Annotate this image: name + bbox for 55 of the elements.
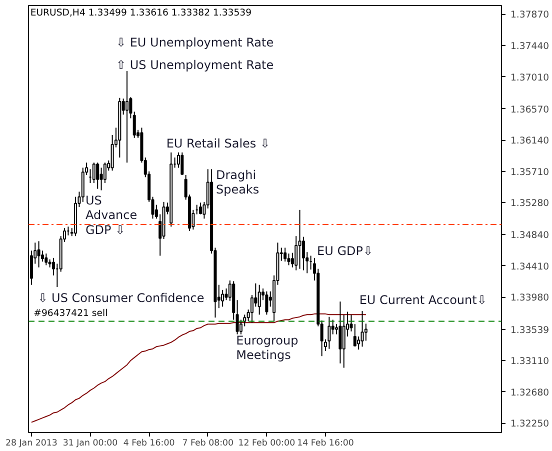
- y-tick-label: 1.37870: [510, 10, 550, 21]
- candlestick: [236, 300, 239, 335]
- annotation: ⇩ EU Unemployment Rate: [116, 36, 274, 50]
- y-tick-label: 1.34840: [510, 230, 550, 242]
- candlestick: [199, 202, 202, 215]
- x-tick-label: 7 Feb 08:00: [182, 438, 234, 448]
- candlestick: [37, 240, 40, 268]
- y-tick-label: 1.33539: [510, 324, 550, 336]
- candlestick: [284, 247, 287, 262]
- y-tick-label: 1.33110: [510, 356, 550, 367]
- candlestick: [328, 316, 331, 350]
- y-tick-label: 1.32680: [510, 387, 550, 398]
- candlestick: [342, 314, 346, 368]
- annotation: US Advance GDP ⇩: [85, 193, 138, 237]
- candlestick: [92, 162, 96, 184]
- candlestick: [224, 288, 228, 301]
- annotation: ⇩ US Consumer Confidence: [38, 290, 204, 305]
- candlestick: [294, 236, 298, 271]
- y-tick-label: 1.32250: [510, 418, 550, 430]
- candlestick: [357, 336, 360, 350]
- candlestick: [360, 310, 364, 348]
- x-tick-label: 14 Feb 16:00: [297, 438, 354, 448]
- y-tick-label: 1.36570: [510, 104, 550, 116]
- x-tick-label: 12 Feb 00:00: [238, 438, 296, 448]
- x-tick-label: 28 Jan 2013: [5, 438, 58, 448]
- candlestick: [126, 70, 129, 164]
- candlestick: [265, 290, 268, 316]
- candlestick: [221, 289, 224, 308]
- x-tick-label: 4 Feb 16:00: [123, 438, 175, 448]
- ref-line-label: #96437421 sell: [34, 308, 108, 320]
- candlestick: [180, 152, 184, 176]
- annotation: EU Retail Sales ⇩: [166, 136, 270, 150]
- y-tick-label: 1.33980: [510, 292, 550, 304]
- candlestick: [100, 167, 103, 191]
- candlestick: [353, 324, 356, 346]
- annotation: Draghi Speaks: [216, 168, 260, 196]
- annotation: EU Current Account⇩: [359, 293, 487, 308]
- candlestick: [44, 253, 48, 266]
- y-tick-label: 1.35280: [510, 198, 550, 210]
- annotation: ⇧ US Unemployment Rate: [116, 58, 274, 72]
- candlestick: [258, 284, 261, 316]
- chart-title: EURUSD,H4 1.33499 1.33616 1.33382 1.33539: [30, 8, 252, 19]
- y-tick-label: 1.34410: [510, 261, 550, 272]
- candlestick: [338, 301, 342, 364]
- annotation: Eurogroup Meetings: [236, 333, 298, 362]
- candlestick: [350, 314, 353, 332]
- x-tick-label: 31 Jan 00:00: [62, 438, 118, 448]
- candlestick: [96, 162, 100, 190]
- y-tick-label: 1.35710: [510, 166, 550, 178]
- candlestick: [298, 209, 302, 270]
- y-tick-label: 1.37440: [510, 41, 550, 52]
- annotation: EU GDP⇩: [317, 244, 374, 258]
- y-tick-label: 1.36140: [510, 136, 550, 147]
- y-tick-label: 1.37010: [510, 72, 550, 84]
- candlestick: [132, 111, 136, 138]
